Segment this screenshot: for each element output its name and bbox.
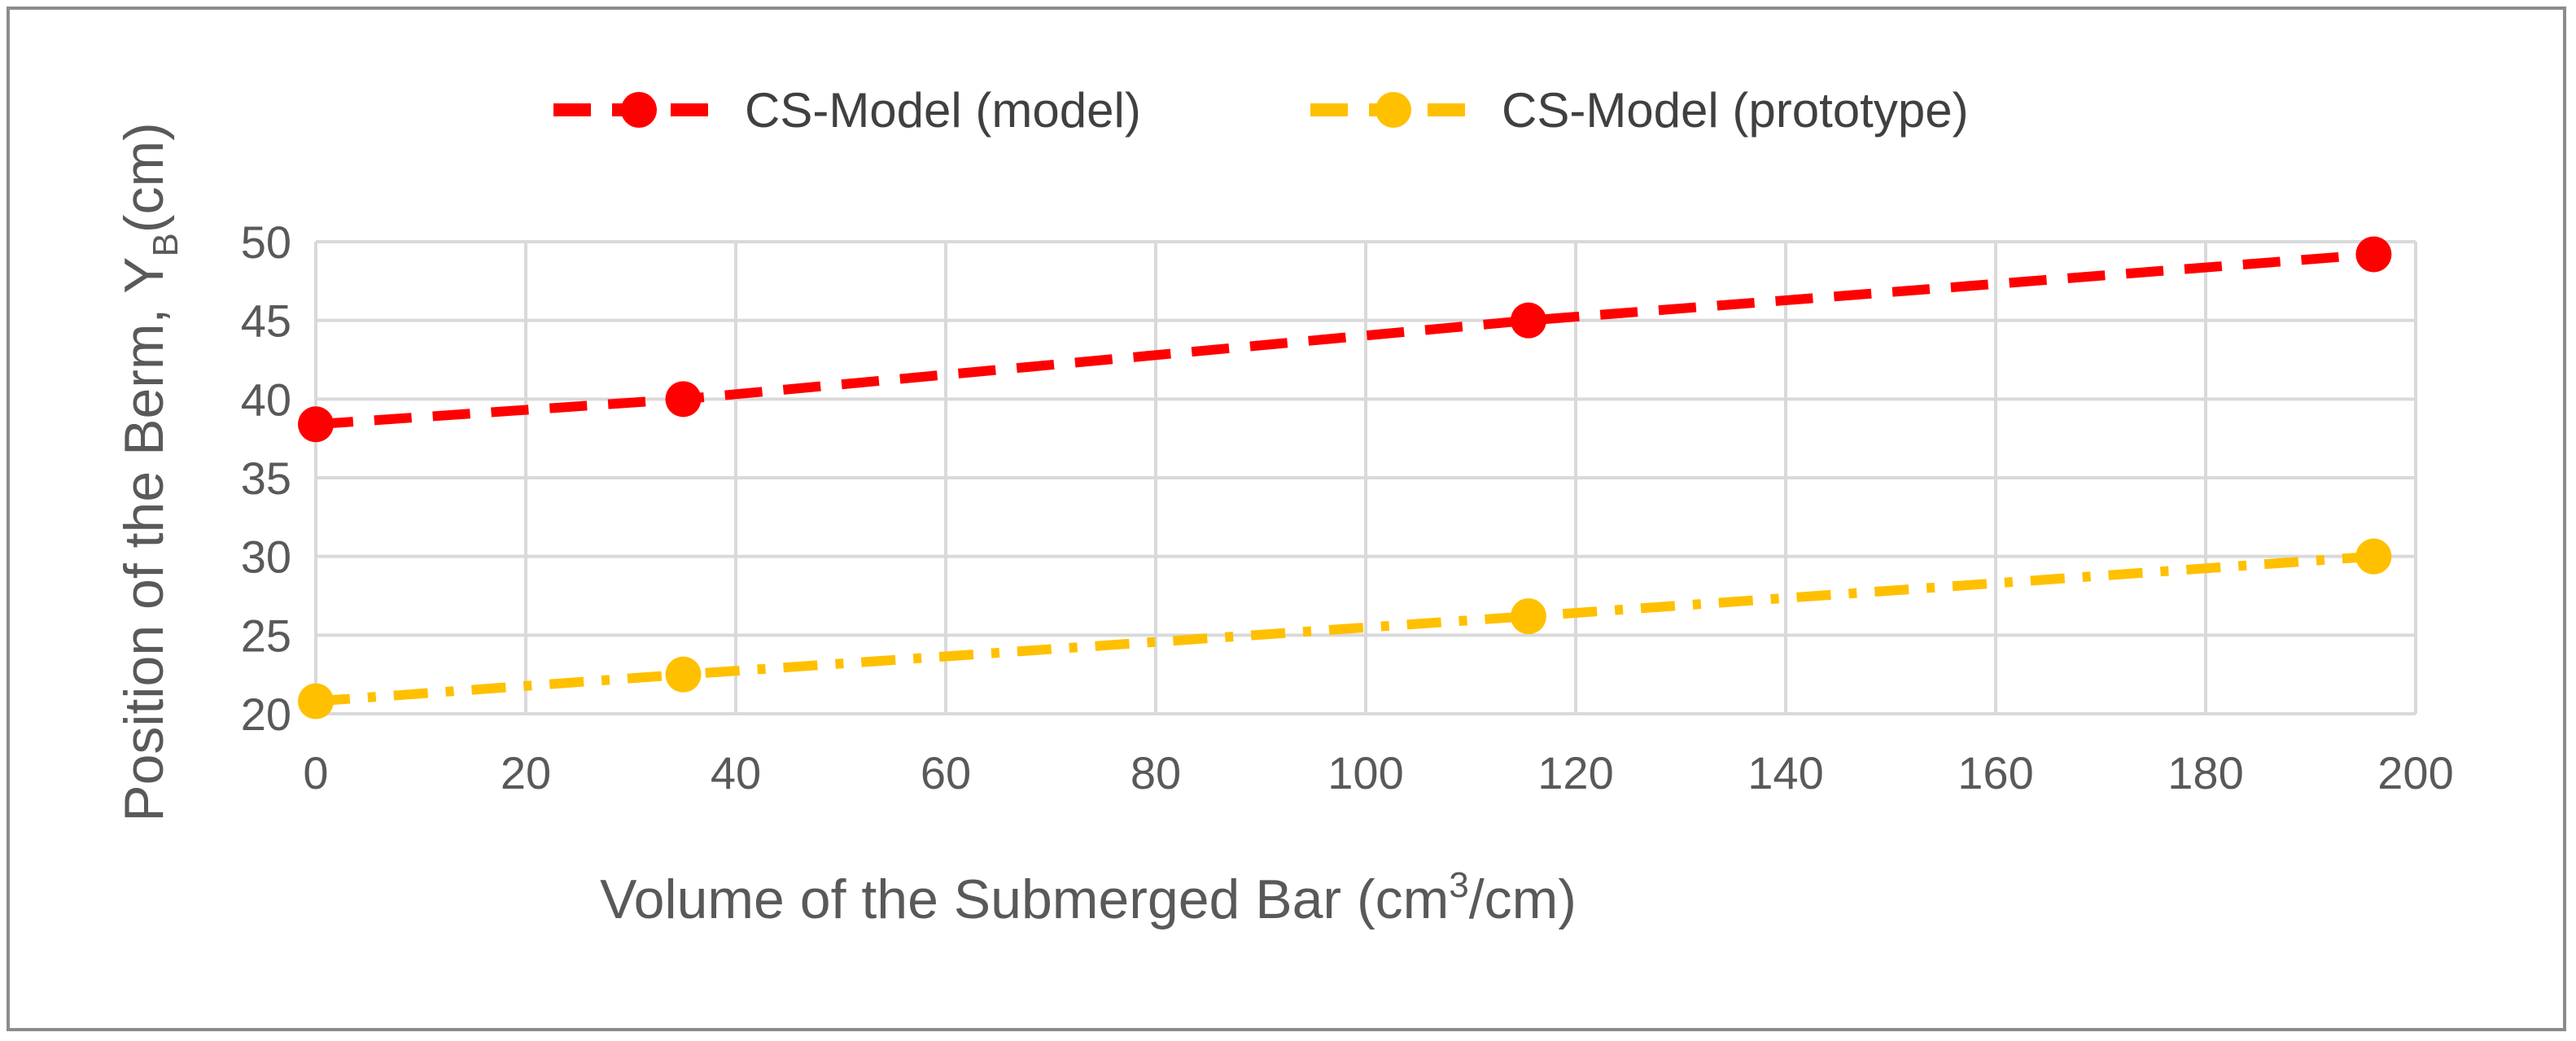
- y-axis-title: Position of the Berm, YB(cm): [113, 122, 186, 822]
- y-tick-label: 50: [241, 217, 291, 268]
- legend-marker-model: [621, 92, 657, 128]
- y-tick-label: 30: [241, 531, 291, 583]
- y-tick-label: 20: [241, 689, 291, 740]
- series-line-1: [315, 551, 2374, 706]
- legend-marker-prototype: [1375, 92, 1411, 128]
- x-tick-label: 180: [2167, 747, 2243, 798]
- legend: CS-Model (model) CS-Model (prototype): [553, 83, 1969, 138]
- y-tick-label: 35: [241, 453, 291, 504]
- series-layer: [298, 236, 2392, 720]
- data-point: [2355, 236, 2392, 273]
- data-point: [1510, 302, 1546, 339]
- y-tick-label: 25: [241, 610, 291, 661]
- legend-label-prototype: CS-Model (prototype): [1502, 83, 1969, 138]
- y-tick-label: 40: [241, 374, 291, 425]
- data-point: [665, 656, 702, 693]
- tick-labels: 0 20 40 60 80 100 120 140 160 180 2002025303540455…: [241, 217, 2454, 798]
- series-line-0: [315, 249, 2374, 430]
- x-tick-label: 100: [1327, 747, 1403, 798]
- x-tick-label: 120: [1537, 747, 1613, 798]
- x-tick-label: 0: [303, 747, 328, 798]
- x-tick-label: 160: [1957, 747, 2033, 798]
- legend-item-prototype[interactable]: CS-Model (prototype): [1310, 83, 1969, 138]
- x-tick-label: 80: [1131, 747, 1181, 798]
- data-point: [298, 406, 334, 443]
- x-tick-label: 20: [501, 747, 551, 798]
- chart-frame: [7, 7, 2566, 1031]
- data-point: [665, 381, 702, 418]
- x-tick-label: 140: [1747, 747, 1823, 798]
- data-point: [1510, 598, 1546, 635]
- y-tick-label: 45: [241, 295, 291, 347]
- x-tick-label: 200: [2377, 747, 2453, 798]
- grid: [314, 240, 2417, 715]
- x-tick-label: 40: [711, 747, 761, 798]
- x-tick-label: 60: [921, 747, 971, 798]
- legend-label-model: CS-Model (model): [745, 83, 1141, 138]
- legend-item-model[interactable]: CS-Model (model): [553, 83, 1141, 138]
- x-axis-title: Volume of the Submerged Bar (cm3/cm): [600, 865, 1577, 930]
- data-point: [298, 683, 334, 720]
- data-point: [2355, 538, 2392, 575]
